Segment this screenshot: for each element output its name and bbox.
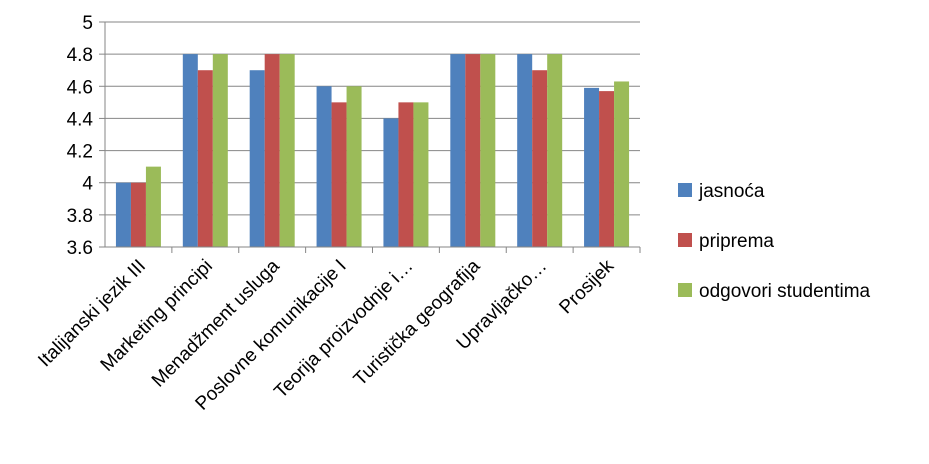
bar-priprema-2 — [264, 54, 280, 248]
bar-jasnoća-1 — [182, 54, 198, 248]
legend-label: jasnoća — [698, 181, 765, 202]
bar-priprema-5 — [465, 54, 481, 248]
bar-odgovori-studentima-6 — [547, 54, 563, 248]
bar-jasnoća-5 — [450, 54, 466, 248]
bar-jasnoća-7 — [584, 87, 600, 248]
y-tick-label: 4.6 — [67, 77, 93, 98]
y-tick-label: 4.4 — [67, 109, 94, 130]
bar-jasnoća-3 — [316, 86, 332, 248]
bar-priprema-1 — [197, 70, 213, 247]
legend: jasnoća priprema odgovori studentima — [678, 181, 871, 302]
x-category-label: Turistička geografija — [350, 255, 485, 390]
y-tick-label: 4.8 — [67, 45, 93, 66]
axes — [104, 22, 641, 253]
legend-label: priprema — [699, 231, 774, 252]
x-category-label: Marketing principi — [97, 256, 217, 376]
legend-swatch — [678, 283, 692, 297]
bar-odgovori-studentima-3 — [346, 86, 362, 248]
y-tick-label: 3.8 — [67, 206, 93, 227]
y-tick-label: 4.2 — [67, 142, 93, 163]
bar-odgovori-studentima-5 — [480, 54, 496, 248]
y-tick-label: 5 — [82, 13, 93, 34]
bar-priprema-0 — [130, 182, 146, 247]
bar-jasnoća-2 — [249, 70, 265, 247]
bar-priprema-4 — [398, 102, 414, 247]
legend-label: odgovori studentima — [699, 281, 871, 302]
y-tick-label: 3.6 — [67, 238, 93, 259]
bar-odgovori-studentima-2 — [279, 54, 295, 248]
y-tick-labels: 3.6 3.8 4 4.2 4.4 4.6 4.8 5 — [67, 13, 94, 259]
bars — [115, 54, 630, 248]
bar-odgovori-studentima-1 — [212, 54, 228, 248]
legend-swatch — [678, 233, 692, 247]
x-category-label: Prosijek — [555, 255, 618, 318]
bar-odgovori-studentima-0 — [145, 166, 161, 247]
bar-odgovori-studentima-7 — [614, 81, 630, 247]
bar-priprema-6 — [532, 70, 548, 247]
y-tick-label: 4 — [82, 174, 93, 195]
bar-jasnoća-6 — [517, 54, 533, 248]
bar-priprema-7 — [599, 91, 615, 247]
x-category-label: Menadžment usluga — [148, 255, 284, 391]
bar-odgovori-studentima-4 — [413, 102, 429, 247]
bar-priprema-3 — [331, 102, 347, 247]
legend-swatch — [678, 183, 692, 197]
bar-jasnoća-4 — [383, 118, 399, 247]
bar-jasnoća-0 — [115, 182, 131, 247]
